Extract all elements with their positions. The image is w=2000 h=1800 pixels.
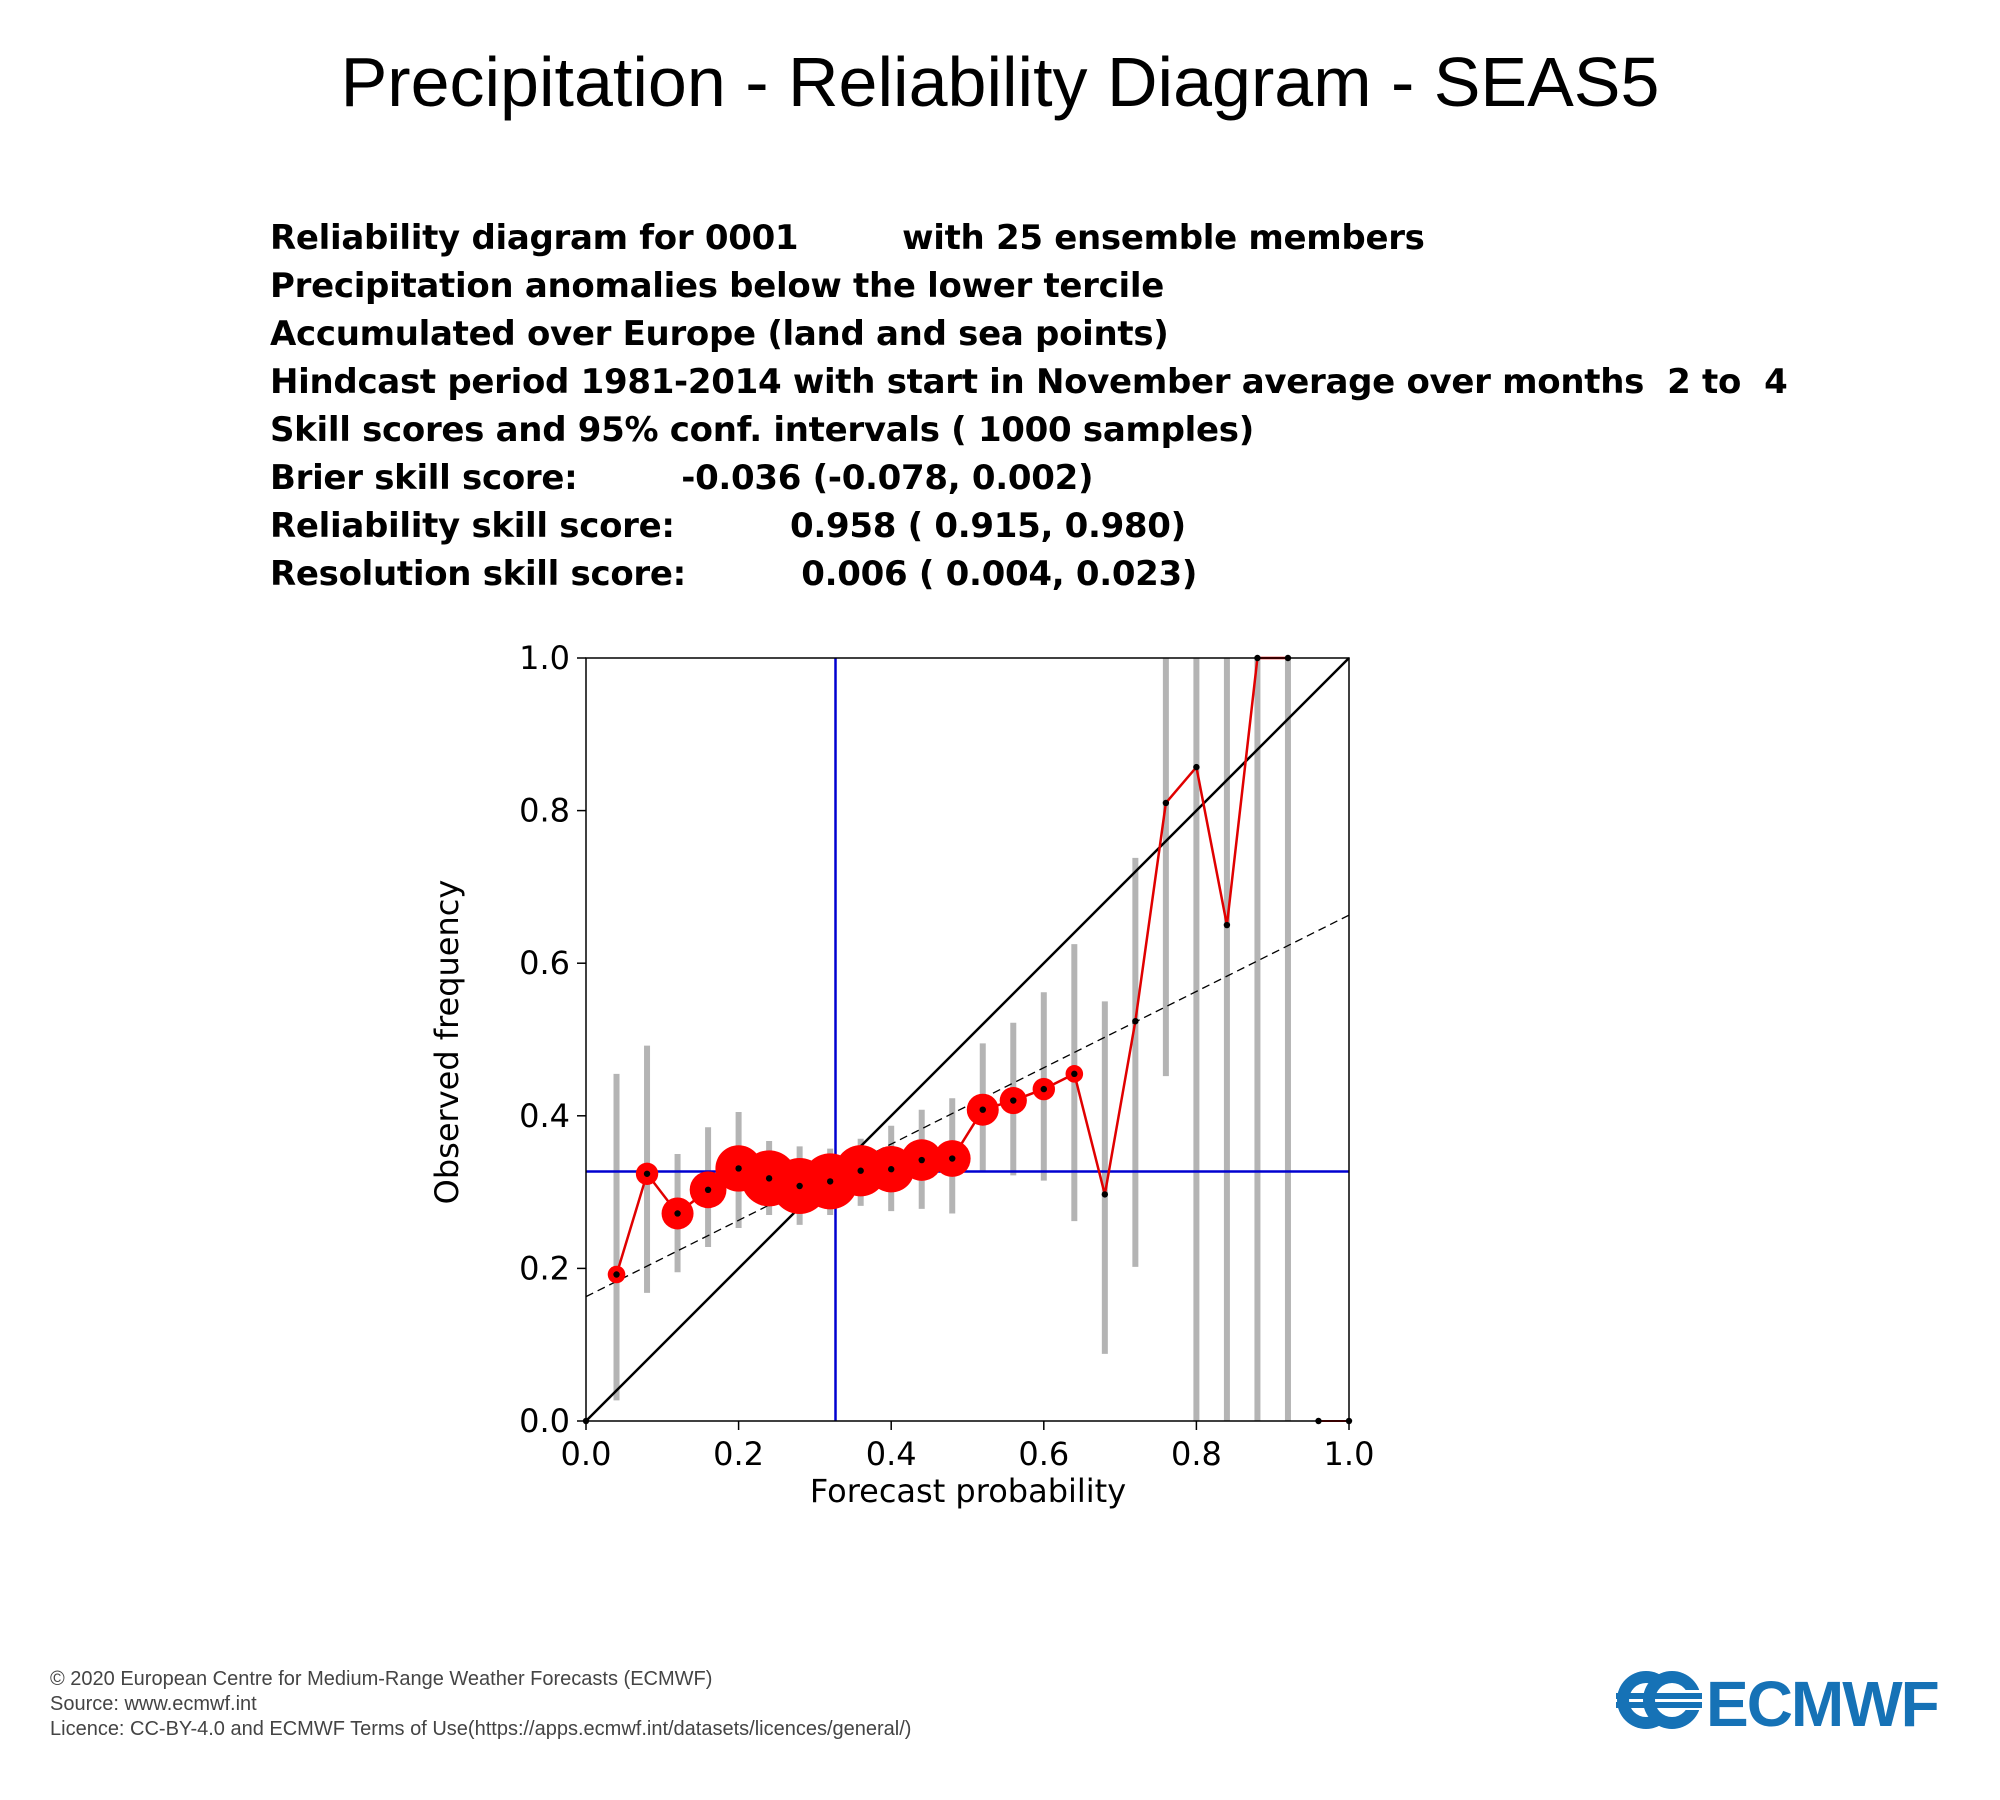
info-line-reliability: Reliability skill score: 0.958 ( 0.915, … bbox=[270, 506, 1186, 546]
confidence-bars bbox=[613, 658, 1291, 1421]
data-point bbox=[796, 1182, 803, 1190]
data-point bbox=[643, 1170, 651, 1177]
info-line-region: Accumulated over Europe (land and sea po… bbox=[270, 314, 1169, 354]
y-tick-label: 0.0 bbox=[519, 1402, 570, 1440]
data-point bbox=[857, 1167, 864, 1174]
axis-ticks: 0.00.0 0.2 0.2 0.4 0.4 0.6 0.6 0.8 0.8 1.0 1.0 bbox=[519, 639, 1374, 1473]
data-point bbox=[826, 1178, 834, 1185]
info-line-resolution: Resolution skill score: 0.006 ( 0.004, 0… bbox=[270, 554, 1198, 594]
info-line-brier: Brier skill score: -0.036 (-0.078, 0.002… bbox=[270, 458, 1094, 498]
observed-series bbox=[582, 654, 1353, 1425]
data-point bbox=[1040, 1085, 1048, 1093]
data-point bbox=[704, 1186, 712, 1194]
data-point bbox=[949, 1155, 956, 1162]
y-tick-label: 0.8 bbox=[519, 792, 570, 830]
page-title: Precipitation - Reliability Diagram - SE… bbox=[340, 43, 1660, 121]
x-tick-label: 1.0 bbox=[1324, 1435, 1375, 1473]
y-axis-label: Observed frequency bbox=[428, 880, 466, 1205]
plot-frame bbox=[585, 657, 1350, 1422]
x-tick-label: 0.2 bbox=[713, 1435, 764, 1473]
info-line-variable: Precipitation anomalies below the lower … bbox=[270, 266, 1164, 306]
data-point bbox=[1071, 1070, 1078, 1078]
y-tick-label: 0.2 bbox=[519, 1249, 570, 1287]
footer-copyright: © 2020 European Centre for Medium-Range … bbox=[50, 1668, 713, 1690]
info-block: Reliability diagram for 0001 with 25 ens… bbox=[270, 214, 1788, 598]
data-point bbox=[765, 1175, 773, 1182]
y-tick-label: 0.4 bbox=[519, 1097, 570, 1135]
y-tick-label: 1.0 bbox=[519, 639, 570, 677]
info-line-samples: Skill scores and 95% conf. intervals ( 1… bbox=[270, 410, 1254, 450]
x-axis-label: Forecast probability bbox=[810, 1472, 1126, 1510]
ecmwf-logo-mark bbox=[1616, 1671, 1706, 1729]
data-point bbox=[888, 1166, 895, 1173]
data-point bbox=[918, 1156, 925, 1164]
data-point bbox=[1162, 799, 1170, 807]
footer-source: Source: www.ecmwf.int bbox=[50, 1693, 257, 1715]
info-line-hindcast: Hindcast period 1981-2014 with start in … bbox=[270, 362, 1788, 402]
data-point bbox=[1132, 1017, 1139, 1025]
info-line-ensemble: Reliability diagram for 0001 with 25 ens… bbox=[270, 218, 1425, 258]
footer-licence: Licence: CC-BY-4.0 and ECMWF Terms of Us… bbox=[50, 1718, 912, 1740]
data-point bbox=[1193, 763, 1200, 771]
x-tick-label: 0.0 bbox=[561, 1435, 612, 1473]
data-point bbox=[674, 1210, 681, 1217]
ecmwf-logo-text: ECMWF bbox=[1706, 1668, 1938, 1740]
x-tick-label: 0.6 bbox=[1018, 1435, 1069, 1473]
data-point bbox=[1101, 1191, 1109, 1198]
reference-lines bbox=[585, 657, 1350, 1422]
y-tick-label: 0.6 bbox=[519, 944, 570, 982]
x-tick-label: 0.8 bbox=[1171, 1435, 1222, 1473]
plot-border bbox=[585, 657, 1350, 1422]
data-point bbox=[1223, 921, 1231, 929]
data-point bbox=[735, 1165, 742, 1172]
footer: © 2020 European Centre for Medium-Range … bbox=[50, 1667, 911, 1742]
perfect-reliability-line bbox=[585, 657, 1350, 1422]
x-tick-label: 0.4 bbox=[866, 1435, 917, 1473]
data-point bbox=[613, 1271, 620, 1278]
data-point bbox=[979, 1106, 986, 1113]
ecmwf-logo: ECMWF bbox=[1616, 1668, 1940, 1740]
data-point bbox=[1010, 1097, 1017, 1104]
